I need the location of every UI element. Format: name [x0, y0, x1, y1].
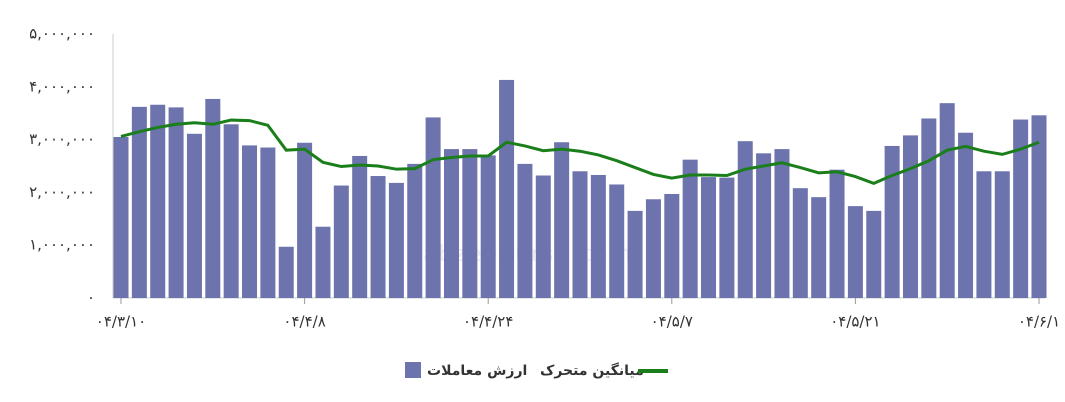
bar — [866, 210, 882, 298]
bar — [884, 145, 900, 298]
bar — [407, 163, 423, 298]
y-tick-label: ۳,۰۰۰,۰۰۰ — [29, 130, 95, 148]
bar — [664, 193, 680, 298]
bar — [499, 79, 515, 298]
x-tick-label: ۰۴/۴/۲۴ — [463, 313, 513, 331]
bar — [627, 210, 643, 298]
bar — [535, 175, 551, 298]
bar — [223, 124, 239, 299]
legend-label: میانگین متحرک — [540, 362, 644, 379]
bar — [921, 118, 937, 298]
bar — [1013, 119, 1029, 298]
y-tick-label: ۴,۰۰۰,۰۰۰ — [29, 77, 95, 95]
bar — [847, 206, 863, 298]
bar — [131, 106, 147, 298]
bar — [242, 145, 258, 298]
bar — [186, 133, 202, 298]
y-tick-label: ۵,۰۰۰,۰۰۰ — [29, 25, 95, 43]
bar — [425, 117, 441, 298]
bar — [352, 155, 368, 298]
bar — [278, 246, 294, 298]
bar — [737, 141, 753, 298]
bar — [756, 153, 772, 298]
x-tick-label: ۰۴/۳/۱۰ — [96, 313, 146, 331]
bar — [774, 149, 790, 298]
bar — [388, 182, 404, 298]
bar — [719, 177, 735, 298]
bar — [792, 188, 808, 298]
bar — [443, 149, 459, 298]
bar — [572, 171, 588, 298]
bar — [958, 132, 974, 298]
bar — [939, 103, 955, 298]
bar — [701, 177, 717, 298]
bar — [370, 176, 386, 298]
legend-label: ارزش معاملات — [427, 363, 527, 379]
bar — [829, 169, 845, 298]
y-tick-label: ۲,۰۰۰,۰۰۰ — [29, 183, 95, 201]
x-tick-label: ۰۴/۵/۲۱ — [830, 313, 880, 331]
x-tick-label: ۰۴/۴/۸ — [283, 313, 325, 331]
bar — [315, 226, 331, 298]
bar — [590, 174, 606, 298]
bar — [682, 159, 698, 298]
bar — [517, 163, 533, 298]
bar — [462, 149, 478, 298]
bar — [205, 98, 221, 298]
bar — [480, 155, 496, 298]
bar — [994, 171, 1010, 298]
y-tick-label: ۱,۰۰۰,۰۰۰ — [29, 236, 95, 254]
bar — [554, 142, 570, 298]
bar — [150, 104, 166, 298]
legend-swatch — [405, 362, 421, 378]
bar — [1031, 115, 1047, 298]
x-tick-label: ۰۴/۵/۷ — [651, 313, 693, 331]
bar — [333, 185, 349, 298]
bar — [297, 142, 313, 298]
bar — [260, 147, 276, 298]
bar — [976, 171, 992, 298]
x-tick-label: ۰۴/۶/۱ — [1018, 313, 1060, 331]
bar — [645, 199, 661, 298]
bar — [902, 135, 918, 298]
bar — [168, 107, 184, 298]
line — [120, 118, 1040, 186]
bar — [113, 136, 129, 298]
y-tick-label: ۰ — [87, 289, 95, 307]
bar — [609, 184, 625, 298]
bar — [811, 197, 827, 298]
